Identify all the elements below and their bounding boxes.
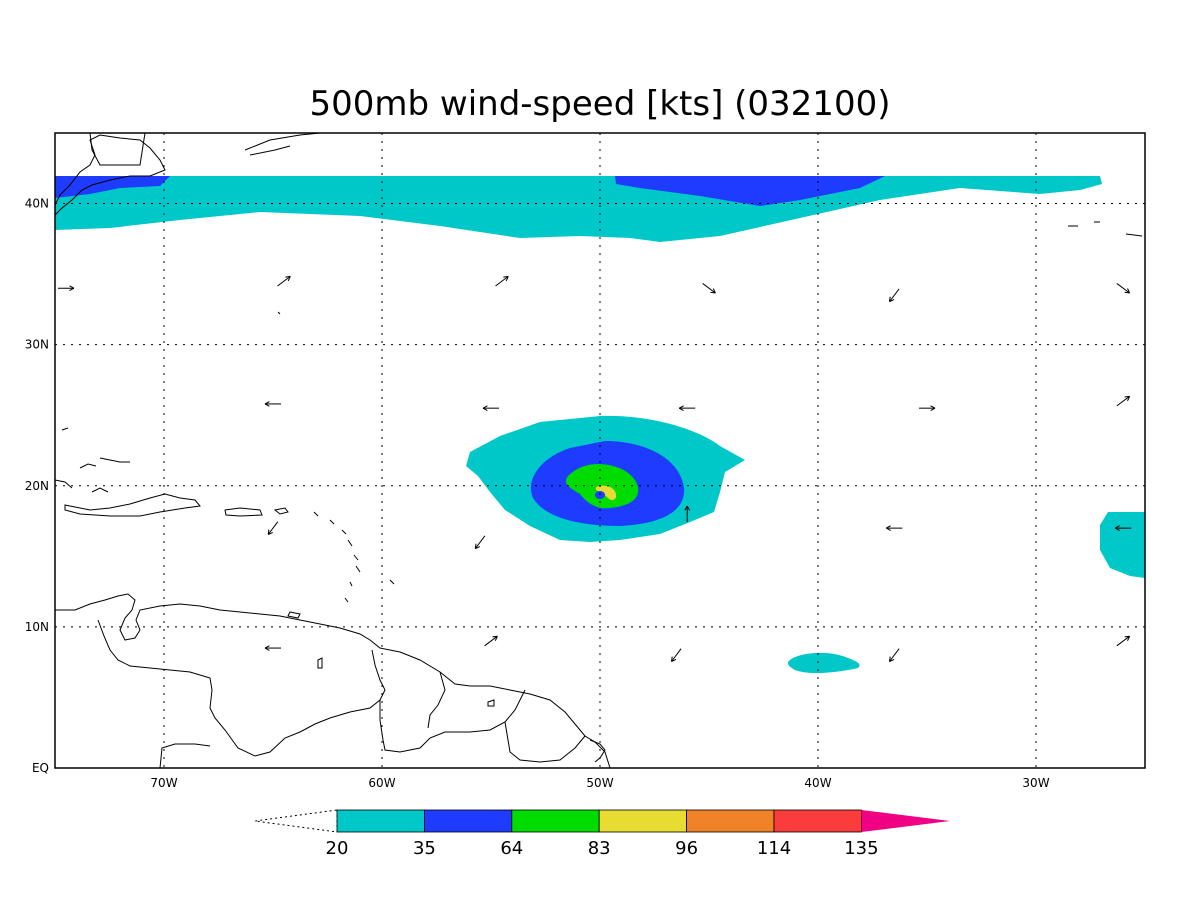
lat-label: 10N [25, 620, 49, 634]
contour-jet-35kts-west [55, 176, 170, 198]
colorbar-label: 35 [413, 838, 436, 859]
colorbar-segment [598, 809, 688, 833]
wind-vector [482, 405, 499, 412]
latitude-labels: EQ 10N 20N 30N 40N [25, 197, 49, 775]
wind-vector [919, 405, 936, 412]
wind-vector [684, 505, 691, 522]
wind-vector [484, 635, 498, 647]
coastlines [55, 133, 1143, 768]
wind-vector [1116, 283, 1131, 294]
wind-vector [474, 535, 486, 550]
wind-vector [57, 285, 75, 292]
wind-vector [264, 401, 281, 407]
wind-vectors [57, 275, 1132, 662]
wind-vector [277, 275, 291, 287]
colorbar-label: 96 [675, 838, 698, 859]
plot-area [55, 133, 1145, 768]
colorbar-label: 83 [588, 838, 611, 859]
contour-jet-20kts [55, 176, 1102, 242]
plot-frame [54, 132, 1146, 769]
lat-label: 30N [25, 338, 49, 352]
lat-label: 40N [25, 197, 49, 211]
contour-storm-83kts [596, 485, 617, 501]
wind-vector [1116, 635, 1131, 647]
wind-vector [1114, 525, 1132, 531]
wind-vector [1116, 395, 1131, 407]
wind-vector [267, 521, 279, 535]
lon-label: 60W [368, 776, 395, 790]
wind-vector [678, 405, 696, 412]
colorbar-label: 135 [844, 838, 878, 859]
lon-label: 70W [150, 776, 177, 790]
colorbar-label: 114 [757, 838, 791, 859]
colorbar-segment [423, 809, 513, 833]
colorbar-label: 20 [326, 838, 349, 859]
colorbar-upper-triangle [861, 810, 950, 832]
lon-label: 30W [1022, 776, 1049, 790]
wind-vector [495, 275, 509, 287]
wind-vector [702, 283, 716, 294]
contour-east-20kts [1100, 512, 1145, 578]
wind-vector [889, 288, 900, 303]
lat-label: EQ [32, 761, 49, 775]
colorbar-lower-triangle [254, 809, 338, 833]
colorbar: 20 35 64 83 96 114 135 [254, 809, 950, 859]
colorbar-segment [773, 809, 862, 833]
wind-vector [886, 525, 903, 531]
longitude-labels: 70W 60W 50W 40W 30W [150, 776, 1049, 790]
lon-label: 50W [586, 776, 613, 790]
colorbar-segment [511, 809, 600, 833]
contour-south-20kts [787, 652, 860, 674]
map-title: 500mb wind-speed [kts] (032100) [310, 84, 891, 124]
wind-vector [264, 645, 281, 651]
wind-vector [889, 648, 900, 662]
lat-label: 20N [25, 479, 49, 493]
colorbar-label: 64 [500, 838, 523, 859]
colorbar-segment [686, 809, 775, 833]
contour-jet-35kts [615, 176, 885, 206]
wind-vector [671, 648, 682, 662]
lon-label: 40W [804, 776, 831, 790]
colorbar-segment [336, 809, 425, 833]
graticule [55, 133, 1145, 768]
